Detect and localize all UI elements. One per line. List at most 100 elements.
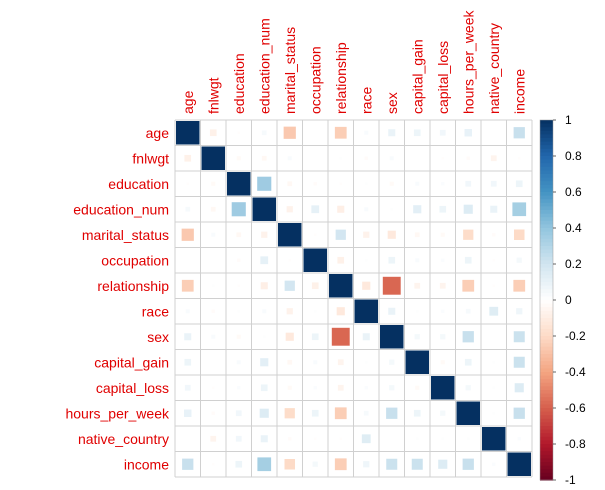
- corr-cell-capital_loss-occupation: [313, 386, 317, 390]
- colorbar-segment: [540, 336, 553, 341]
- corr-cell-education-capital_loss: [441, 182, 445, 186]
- corr-cell-age-sex: [388, 129, 396, 137]
- corr-cell-sex-race: [362, 333, 370, 341]
- corr-cell-race-education_num: [262, 309, 267, 314]
- corr-cell-relationship-age: [181, 279, 194, 292]
- colorbar-segment: [540, 228, 553, 233]
- colorbar-segment: [540, 282, 553, 287]
- row-label-sex: sex: [147, 329, 169, 345]
- corr-cell-relationship-capital_loss: [439, 282, 446, 289]
- corr-cell-marital_status-education_num: [261, 231, 268, 238]
- corr-cell-education_num-native_country: [490, 205, 498, 213]
- corr-cell-marital_status-capital_gain: [414, 232, 420, 238]
- corr-cell-education-native_country: [490, 180, 497, 187]
- corr-cell-sex-age: [184, 333, 192, 341]
- corr-cell-relationship-marital_status: [284, 280, 295, 291]
- colorbar-segment: [540, 170, 553, 175]
- corr-cell-marital_status-age: [181, 228, 194, 241]
- colorbar-segment: [540, 184, 553, 189]
- col-label-age: age: [180, 90, 196, 114]
- colorbar-segment: [540, 285, 553, 290]
- corr-cell-hours_per_week-relationship: [334, 407, 347, 420]
- corr-cell-income-relationship: [334, 458, 347, 471]
- colorbar-segment: [540, 202, 553, 207]
- corr-cell-marital_status-native_country: [492, 233, 496, 237]
- col-label-marital_status: marital_status: [282, 27, 298, 114]
- corr-cell-race-race: [354, 299, 378, 323]
- corr-cell-age-marital_status: [283, 126, 296, 139]
- colorbar-tick-label: -0.8: [565, 437, 586, 451]
- colorbar-segment: [540, 400, 553, 405]
- corr-cell-race-relationship: [336, 307, 345, 316]
- corr-cell-native_country-capital_gain: [416, 437, 419, 440]
- colorbar-segment: [540, 199, 553, 204]
- colorbar-segment: [540, 120, 553, 125]
- colorbar-segment: [540, 292, 553, 297]
- corr-cell-capital_loss-marital_status: [287, 385, 292, 390]
- corr-cell-relationship-income: [513, 279, 526, 292]
- corr-cell-fnlwgt-capital_loss: [441, 157, 444, 160]
- colorbar-segment: [540, 451, 553, 456]
- corr-cell-marital_status-relationship: [335, 229, 346, 240]
- colorbar-segment: [540, 289, 553, 294]
- corr-cell-capital_gain-education_num: [260, 358, 269, 367]
- corr-cell-capital_gain-marital_status: [287, 359, 293, 365]
- corr-cell-income-native_country: [492, 462, 496, 466]
- colorbar-segment: [540, 426, 553, 431]
- colorbar-segment: [540, 141, 553, 146]
- corr-cell-race-hours_per_week: [465, 308, 471, 314]
- colorbar-segment: [540, 130, 553, 135]
- colorbar-segment: [540, 393, 553, 398]
- corr-cell-age-capital_gain: [413, 129, 421, 137]
- corr-cell-capital_gain-age: [184, 358, 192, 366]
- corr-cell-relationship-fnlwgt: [212, 284, 215, 287]
- colorbar-segment: [540, 382, 553, 387]
- col-label-fnlwgt: fnlwgt: [205, 77, 221, 114]
- corr-cell-race-native_country: [489, 306, 499, 316]
- colorbar-segment: [540, 462, 553, 467]
- colorbar-segment: [540, 238, 553, 243]
- row-label-hours_per_week: hours_per_week: [65, 405, 170, 421]
- colorbar-segment: [540, 436, 553, 441]
- row-label-relationship: relationship: [97, 278, 169, 294]
- corr-cell-sex-education_num: [263, 335, 266, 338]
- corr-cell-capital_loss-education_num: [260, 384, 268, 392]
- colorbar: 1 0.8 0.6 0.4 0.2 0 -0.2 -0.4 -0.6 -0.8 -1: [539, 113, 586, 487]
- corr-cell-occupation-occupation: [303, 248, 327, 272]
- corr-cell-marital_status-marital_status: [278, 223, 302, 247]
- colorbar-segment: [540, 220, 553, 225]
- corr-cell-occupation-education: [237, 258, 241, 262]
- corr-cell-income-capital_gain: [411, 458, 423, 470]
- colorbar-segment: [540, 379, 553, 384]
- colorbar-tick-label: 0.8: [565, 149, 582, 163]
- corr-cell-age-fnlwgt: [209, 129, 217, 137]
- corr-cell-sex-income: [513, 331, 525, 343]
- corr-cell-age-education: [237, 131, 240, 134]
- corr-cell-education_num-fnlwgt: [210, 206, 216, 212]
- corr-cell-fnlwgt-education_num: [261, 155, 267, 161]
- colorbar-segment: [540, 386, 553, 391]
- colorbar-segment: [540, 210, 553, 215]
- row-label-native_country: native_country: [78, 431, 169, 447]
- colorbar-segment: [540, 224, 553, 229]
- row-label-education: education: [108, 176, 169, 192]
- corr-cell-capital_gain-income: [513, 356, 525, 368]
- colorbar-segment: [540, 145, 553, 150]
- colorbar-segment: [540, 235, 553, 240]
- corr-cell-race-capital_loss: [441, 309, 445, 313]
- corr-cell-capital_gain-native_country: [492, 361, 495, 364]
- corr-cell-sex-capital_loss: [440, 334, 446, 340]
- corr-cell-fnlwgt-marital_status: [287, 156, 292, 161]
- corr-cell-education_num-sex: [390, 208, 393, 211]
- corr-cell-income-sex: [386, 458, 398, 470]
- colorbar-segment: [540, 188, 553, 193]
- corr-cell-native_country-education: [235, 435, 242, 442]
- row-label-occupation: occupation: [101, 252, 169, 268]
- col-label-relationship: relationship: [333, 42, 349, 114]
- corr-cell-income-marital_status: [284, 459, 296, 470]
- corr-cell-sex-marital_status: [285, 332, 294, 341]
- corr-cell-relationship-occupation: [311, 282, 319, 290]
- row-label-race: race: [142, 303, 169, 319]
- row-label-capital_gain: capital_gain: [94, 354, 169, 370]
- corr-cell-sex-education: [236, 334, 241, 339]
